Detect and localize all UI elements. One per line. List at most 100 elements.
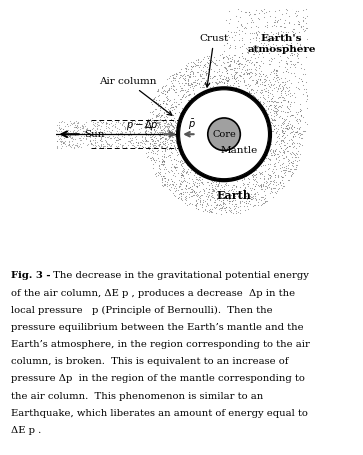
Point xyxy=(185,71,191,79)
Point xyxy=(280,159,286,167)
Point xyxy=(222,188,228,195)
Point xyxy=(109,126,115,134)
Point xyxy=(269,119,275,126)
Point xyxy=(193,191,199,198)
Point xyxy=(173,132,179,139)
Point xyxy=(265,94,270,101)
Point xyxy=(247,81,253,89)
Point xyxy=(274,0,280,5)
Point xyxy=(142,144,148,151)
Point xyxy=(250,172,256,179)
Point xyxy=(293,109,299,116)
Point xyxy=(180,92,185,99)
Point xyxy=(188,162,194,170)
Point xyxy=(158,143,164,151)
Point xyxy=(185,65,191,72)
Point xyxy=(288,125,294,132)
Point xyxy=(56,136,61,143)
Point xyxy=(147,128,152,135)
Point xyxy=(232,185,237,192)
Point xyxy=(280,11,285,18)
Point xyxy=(122,129,128,136)
Point xyxy=(315,93,321,101)
Point xyxy=(97,121,102,129)
Point xyxy=(196,80,201,87)
Point xyxy=(172,163,178,171)
Point xyxy=(193,198,199,205)
Point xyxy=(264,74,270,81)
Point xyxy=(146,144,151,151)
Point xyxy=(174,69,179,76)
Point xyxy=(290,144,296,151)
Point xyxy=(177,158,183,166)
Point xyxy=(258,182,264,190)
Point xyxy=(291,20,297,27)
Point xyxy=(253,36,259,44)
Point xyxy=(300,26,306,33)
Point xyxy=(170,126,176,133)
Point xyxy=(213,79,219,86)
Point xyxy=(285,102,290,110)
Point xyxy=(128,136,134,144)
Point xyxy=(192,170,197,177)
Point xyxy=(171,75,177,82)
Point xyxy=(70,127,76,135)
Point xyxy=(162,137,168,145)
Point xyxy=(165,130,171,137)
Point xyxy=(199,90,205,97)
Point xyxy=(170,100,175,107)
Point xyxy=(211,60,217,67)
Point xyxy=(219,78,225,86)
Point xyxy=(216,201,222,208)
Point xyxy=(200,81,205,88)
Point xyxy=(69,121,74,128)
Point xyxy=(240,64,246,71)
Point xyxy=(224,70,230,77)
Point xyxy=(231,36,237,44)
Point xyxy=(157,135,163,142)
Point xyxy=(301,86,307,93)
Point xyxy=(230,81,236,89)
Point xyxy=(81,132,86,140)
Point xyxy=(220,196,226,203)
Point xyxy=(62,133,68,140)
Point xyxy=(190,192,196,199)
Point xyxy=(198,178,204,185)
Point xyxy=(261,14,267,21)
Point xyxy=(160,129,166,136)
Point xyxy=(266,102,272,109)
Point xyxy=(56,124,62,131)
Point xyxy=(219,203,225,211)
Point xyxy=(154,112,159,120)
Point xyxy=(237,199,243,206)
Point xyxy=(279,173,285,181)
Point xyxy=(266,180,272,187)
Point xyxy=(229,72,235,79)
Point xyxy=(269,95,275,102)
Point xyxy=(222,201,228,208)
Point xyxy=(204,200,210,207)
Point xyxy=(235,60,241,67)
Point xyxy=(280,28,286,35)
Point xyxy=(243,173,249,180)
Point xyxy=(307,123,313,131)
Point xyxy=(150,132,155,140)
Point xyxy=(207,206,212,213)
Point xyxy=(195,184,200,191)
Point xyxy=(268,57,274,64)
Point xyxy=(223,65,229,72)
Point xyxy=(232,52,238,59)
Point xyxy=(248,19,254,26)
Point xyxy=(253,33,258,40)
Point xyxy=(133,135,139,142)
Point xyxy=(303,46,309,53)
Point xyxy=(199,74,205,81)
Point xyxy=(245,181,251,188)
Point xyxy=(311,24,317,31)
Point xyxy=(274,99,280,106)
Point xyxy=(98,143,103,151)
Point xyxy=(232,44,238,51)
Point xyxy=(219,177,225,185)
Point xyxy=(149,153,155,160)
Point xyxy=(159,133,165,141)
